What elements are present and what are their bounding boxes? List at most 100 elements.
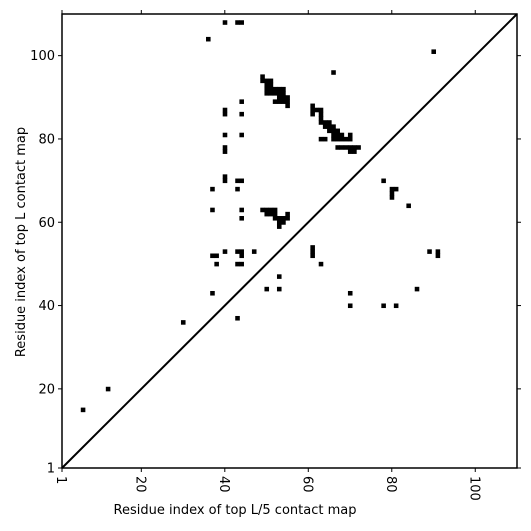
contact-point (235, 249, 240, 254)
contact-point (285, 103, 290, 109)
contact-point (80, 407, 86, 413)
y-axis-label: Residue index of top L contact map (14, 127, 29, 357)
contact-point (235, 20, 240, 25)
contact-point (272, 86, 278, 92)
contact-point (276, 224, 282, 229)
x-tick-label: 60 (299, 476, 314, 493)
contact-point (276, 95, 282, 100)
contact-point (381, 303, 386, 309)
contact-point (268, 78, 274, 84)
contact-point (239, 178, 244, 184)
contact-point (239, 132, 244, 138)
contact-point (318, 120, 324, 125)
contact-point (260, 74, 265, 79)
contact-point (268, 211, 274, 217)
contact-point (331, 70, 336, 75)
contact-point (264, 211, 270, 217)
contact-point (318, 107, 324, 113)
contact-point (235, 261, 240, 267)
contact-point (268, 207, 274, 213)
contact-point (239, 20, 244, 25)
contact-point (310, 103, 315, 109)
contact-point (314, 107, 320, 113)
contact-point (435, 253, 441, 259)
x-tick-label: 100 (466, 476, 481, 501)
contact-point (389, 191, 395, 196)
contact-point (318, 116, 324, 121)
contact-point (322, 124, 328, 129)
contact-point (352, 149, 357, 154)
contact-point (264, 91, 270, 96)
contact-point (339, 136, 345, 142)
contact-point (264, 286, 270, 292)
contact-point (343, 136, 349, 142)
contact-point (339, 132, 345, 138)
y-tick-label: 100 (30, 49, 55, 64)
contact-point (322, 120, 328, 125)
y-tick-label: 60 (38, 216, 55, 231)
diagonal-line (61, 13, 518, 469)
contact-point (206, 36, 211, 42)
contact-point (335, 128, 340, 134)
contact-point (318, 136, 324, 142)
contact-point (389, 195, 395, 200)
contact-point (431, 49, 437, 54)
contact-point (356, 145, 361, 150)
x-tick-label: 80 (383, 476, 398, 493)
contact-point (276, 274, 282, 279)
contact-point (210, 207, 215, 213)
contact-point (352, 145, 357, 150)
contact-point (276, 216, 282, 221)
contact-point (222, 132, 228, 138)
contact-point (239, 216, 244, 221)
contact-point (381, 178, 386, 184)
contact-point (318, 261, 324, 267)
contact-point (235, 186, 240, 192)
contact-point (347, 149, 353, 154)
contact-point (272, 207, 278, 213)
contact-point (331, 128, 336, 134)
contact-point (285, 99, 290, 104)
contact-point (310, 245, 315, 250)
contact-point (406, 203, 411, 209)
contact-point (327, 120, 332, 125)
plot-area-frame (61, 13, 518, 469)
contact-point (239, 207, 244, 213)
contact-point (347, 303, 353, 309)
contact-point (180, 320, 186, 325)
contact-point (272, 211, 278, 217)
contact-point (272, 216, 278, 221)
contact-point (272, 91, 278, 96)
y-tick-label: 20 (38, 382, 55, 397)
contact-point (264, 78, 270, 84)
contact-point (281, 91, 286, 96)
contact-point (331, 136, 336, 142)
contact-point (235, 315, 240, 321)
contact-point (251, 249, 257, 254)
x-tick-label: 40 (216, 476, 231, 493)
contact-point (214, 253, 219, 259)
x-tick-label: 20 (132, 476, 147, 493)
contact-point (239, 253, 244, 259)
contact-point (260, 78, 265, 84)
contact-point (264, 86, 270, 92)
contact-point (281, 99, 286, 104)
contact-point (339, 145, 345, 150)
contact-point (239, 249, 244, 254)
contact-point (310, 253, 315, 259)
contact-point (335, 136, 340, 142)
contact-point (310, 107, 315, 113)
contact-point (276, 99, 282, 104)
contact-point (285, 211, 290, 217)
contact-point (331, 124, 336, 129)
contact-point (276, 91, 282, 96)
contact-point (310, 249, 315, 254)
contact-point (335, 145, 340, 150)
contact-point (105, 386, 111, 392)
contact-point (414, 286, 420, 292)
contact-point (276, 86, 282, 92)
contact-point (222, 178, 228, 184)
contact-point (276, 220, 282, 225)
contact-point (393, 186, 399, 192)
